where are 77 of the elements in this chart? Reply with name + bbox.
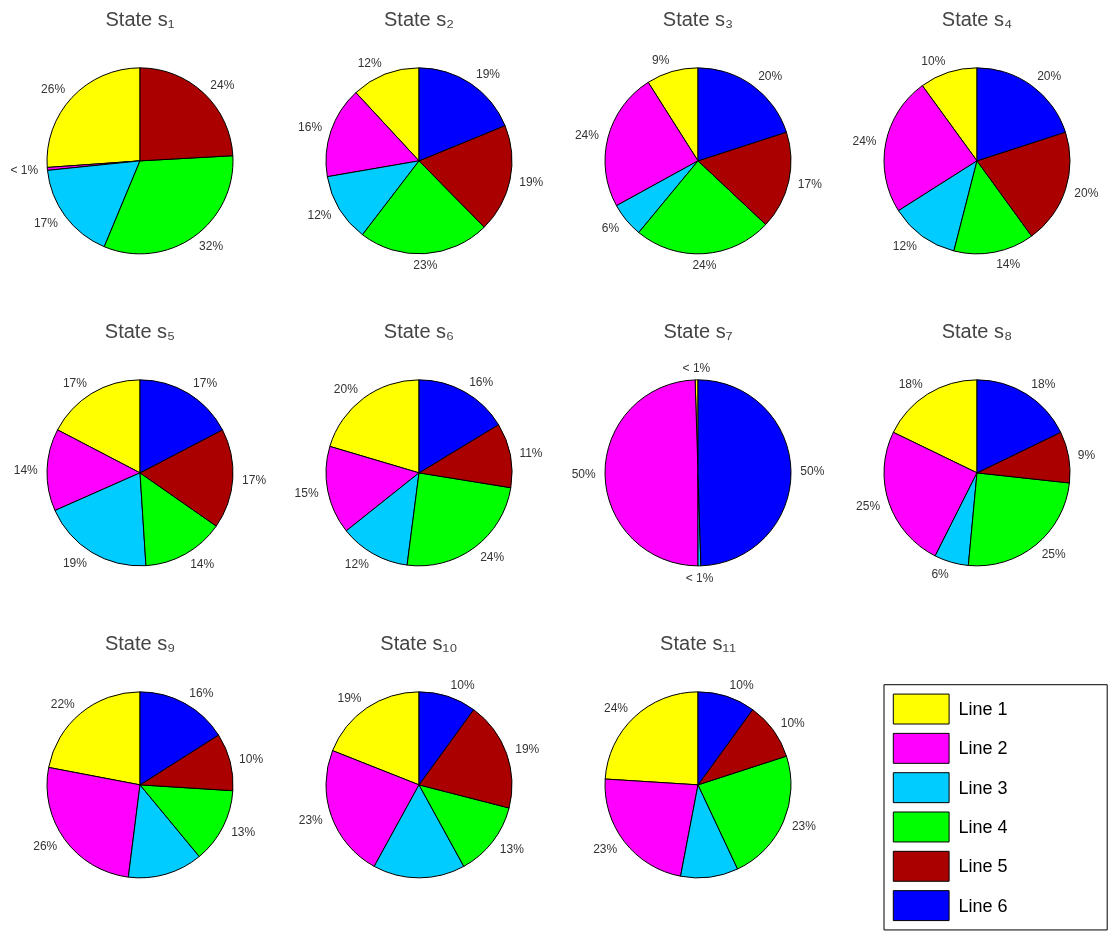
data-label: 19% bbox=[519, 174, 544, 189]
chart-title: State s₁ bbox=[105, 7, 175, 30]
data-label: 24% bbox=[574, 127, 600, 142]
data-label: 14% bbox=[996, 256, 1021, 271]
data-label: 12% bbox=[307, 208, 332, 223]
data-label: 16% bbox=[298, 120, 323, 135]
data-label: 23% bbox=[593, 842, 618, 857]
data-label: 26% bbox=[33, 839, 58, 854]
data-label: 10% bbox=[729, 678, 754, 693]
data-label: 20% bbox=[758, 69, 783, 84]
chart-title: State s₄ bbox=[941, 7, 1013, 30]
data-label: 9% bbox=[1077, 448, 1096, 463]
data-label: < 1% bbox=[685, 570, 714, 585]
chart-title: State s₇ bbox=[663, 319, 733, 342]
legend-label: Line 1 bbox=[958, 699, 1008, 720]
data-label: 17% bbox=[797, 176, 823, 191]
data-label: 18% bbox=[1031, 377, 1056, 392]
data-label: 19% bbox=[515, 742, 540, 757]
legend-label: Line 6 bbox=[958, 895, 1008, 916]
data-label: 19% bbox=[476, 66, 501, 81]
legend-label: Line 4 bbox=[958, 816, 1008, 837]
chart-title: State s₆ bbox=[383, 319, 455, 342]
data-label: 6% bbox=[931, 566, 950, 581]
data-label: 23% bbox=[791, 819, 817, 834]
data-label: 10% bbox=[780, 716, 806, 731]
data-label: 32% bbox=[199, 239, 224, 254]
chart-title: State s₃ bbox=[662, 7, 734, 30]
data-label: 17% bbox=[242, 472, 267, 487]
data-label: 10% bbox=[921, 54, 946, 69]
data-label: 18% bbox=[898, 377, 923, 392]
data-label: < 1% bbox=[682, 361, 711, 376]
data-label: 20% bbox=[333, 381, 359, 396]
data-label: 13% bbox=[499, 842, 525, 857]
data-label: 11% bbox=[519, 445, 543, 460]
data-label: 20% bbox=[1037, 69, 1062, 84]
data-label: 9% bbox=[652, 53, 670, 68]
data-label: 10% bbox=[239, 751, 264, 766]
data-label: 10% bbox=[450, 678, 475, 693]
data-label: 26% bbox=[41, 82, 66, 97]
data-label: 12% bbox=[344, 557, 370, 572]
data-label: 12% bbox=[892, 238, 918, 253]
data-label: 20% bbox=[1074, 186, 1099, 201]
data-label: 6% bbox=[601, 220, 620, 235]
data-label: 24% bbox=[603, 701, 629, 716]
data-label: 19% bbox=[337, 691, 362, 706]
legend-label: Line 3 bbox=[958, 777, 1008, 798]
data-label: 17% bbox=[193, 376, 218, 391]
data-label: 25% bbox=[1041, 547, 1067, 562]
data-label: 16% bbox=[189, 686, 214, 700]
chart-title: State s₂ bbox=[383, 7, 455, 30]
data-label: 13% bbox=[231, 825, 256, 840]
chart-title: State s₅ bbox=[104, 319, 176, 342]
chart-title: State s₉ bbox=[104, 631, 176, 654]
data-label: 14% bbox=[190, 557, 215, 572]
data-label: 25% bbox=[856, 499, 881, 514]
data-label: 19% bbox=[62, 555, 88, 570]
data-label: 17% bbox=[62, 376, 88, 391]
chart-title: State s₈ bbox=[941, 319, 1013, 342]
data-label: 16% bbox=[469, 374, 494, 389]
data-label: 23% bbox=[298, 813, 324, 828]
data-label: 24% bbox=[692, 258, 717, 273]
legend-label: Line 5 bbox=[958, 856, 1008, 877]
data-label: 14% bbox=[13, 462, 39, 477]
chart-title: State s₁₁ bbox=[660, 631, 737, 654]
data-label: < 1% bbox=[10, 162, 39, 177]
chart-title: State s₁₀ bbox=[380, 631, 458, 654]
data-label: 24% bbox=[210, 77, 235, 92]
data-label: 50% bbox=[800, 464, 825, 479]
data-label: 17% bbox=[33, 216, 59, 231]
data-label: 23% bbox=[413, 258, 438, 273]
data-label: 22% bbox=[50, 697, 76, 712]
data-label: 12% bbox=[357, 56, 383, 71]
data-label: 24% bbox=[852, 134, 877, 149]
data-label: 24% bbox=[480, 549, 505, 564]
data-label: 50% bbox=[571, 467, 597, 482]
legend-label: Line 2 bbox=[958, 738, 1008, 759]
data-label: 15% bbox=[294, 485, 319, 500]
